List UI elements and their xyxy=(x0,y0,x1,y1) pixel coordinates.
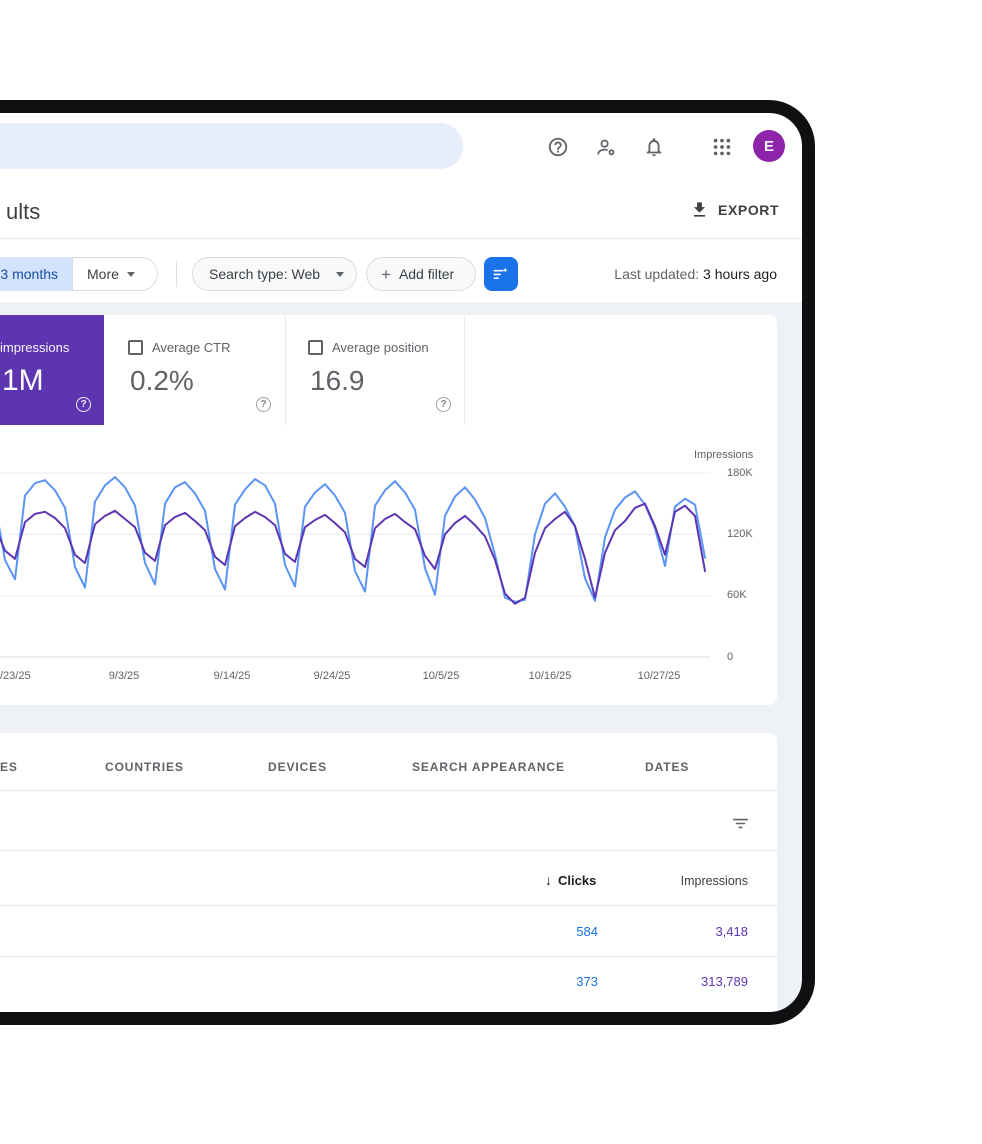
filter-settings-button[interactable] xyxy=(484,257,518,291)
search-input[interactable] xyxy=(0,123,463,169)
manage-accounts-icon[interactable] xyxy=(594,135,618,159)
position-value: 16.9 xyxy=(310,365,365,396)
tab-devices[interactable]: DEVICES xyxy=(268,760,327,774)
y-tick: 120K xyxy=(727,528,753,540)
apps-grid-icon xyxy=(713,138,731,156)
manage-accounts-icon xyxy=(596,139,615,155)
export-button[interactable]: EXPORT xyxy=(690,200,779,219)
chip-separator xyxy=(176,261,177,287)
add-filter-chip[interactable]: + Add filter xyxy=(366,257,476,291)
tab-search-appearance[interactable]: SEARCH APPEARANCE xyxy=(412,760,565,774)
x-tick: 9/14/25 xyxy=(213,670,251,682)
clicks-column-label: Clicks xyxy=(558,872,597,888)
tile-divider xyxy=(464,315,465,425)
tile-divider xyxy=(285,315,286,425)
ctr-value: 0.2% xyxy=(130,365,194,396)
table-filter-button[interactable] xyxy=(729,812,751,834)
table-row[interactable]: 584 3,418 xyxy=(0,905,777,956)
sort-arrow-icon: ↓ xyxy=(545,872,552,888)
impressions-cell: 313,789 xyxy=(701,974,748,989)
export-label: EXPORT xyxy=(718,201,780,218)
ctr-checkbox[interactable] xyxy=(128,340,143,355)
date-range-chip[interactable]: 3 months xyxy=(0,257,72,291)
table-divider xyxy=(0,956,777,957)
download-icon xyxy=(693,202,706,217)
chevron-down-icon xyxy=(126,271,135,277)
x-tick: /23/25 xyxy=(0,670,31,682)
y-tick: 180K xyxy=(727,467,753,479)
filter-list-icon xyxy=(732,818,748,828)
tab-dates[interactable]: DATES xyxy=(645,760,690,774)
tab-pages[interactable]: ES xyxy=(0,760,18,774)
table-divider xyxy=(0,790,777,791)
help-icon[interactable]: ? xyxy=(436,397,451,412)
filter-sparkle-icon xyxy=(493,267,508,279)
ctr-header: Average CTR xyxy=(128,340,231,355)
x-tick: 10/5/25 xyxy=(422,670,460,682)
search-type-chip[interactable]: Search type: Web xyxy=(192,257,357,291)
x-tick: 9/24/25 xyxy=(313,670,351,682)
table-divider xyxy=(0,905,777,906)
y-axis-label: Impressions xyxy=(694,449,754,461)
bell-icon xyxy=(646,138,662,157)
search-type-chip-label: Search type: Web xyxy=(209,266,321,282)
apps-grid-icon[interactable] xyxy=(710,135,734,159)
table-row[interactable]: 373 313,789 xyxy=(0,956,777,1007)
more-chip[interactable]: More xyxy=(72,257,158,291)
x-tick: 10/27/25 xyxy=(637,670,681,682)
add-filter-label: Add filter xyxy=(398,266,455,282)
last-updated-value: 3 hours ago xyxy=(703,266,777,282)
clicks-cell: 373 xyxy=(576,974,598,989)
y-tick: 0 xyxy=(727,651,734,663)
position-checkbox[interactable] xyxy=(308,340,323,355)
dimensions-card xyxy=(0,733,777,1012)
app-viewport: E ults EXPORT 3 months More Search xyxy=(0,113,802,1012)
impressions-value: 1M xyxy=(2,364,44,397)
last-updated-label: Last updated: xyxy=(614,266,700,282)
y-tick: 60K xyxy=(727,589,747,601)
x-tick: 10/16/25 xyxy=(528,670,572,682)
help-icon[interactable]: ? xyxy=(256,397,271,412)
tab-countries[interactable]: COUNTRIES xyxy=(105,760,184,774)
plus-icon: + xyxy=(381,264,391,284)
ctr-label: Average CTR xyxy=(152,340,231,355)
device-screen: E ults EXPORT 3 months More Search xyxy=(0,113,802,1012)
impressions-column-header[interactable]: Impressions xyxy=(680,874,748,888)
avatar[interactable]: E xyxy=(753,130,785,162)
clicks-column-header[interactable]: ↓ Clicks xyxy=(545,872,596,888)
more-chip-label: More xyxy=(87,266,119,282)
last-updated: Last updated: 3 hours ago xyxy=(614,266,777,282)
help-icon[interactable] xyxy=(546,135,570,159)
impressions-cell: 3,418 xyxy=(715,924,748,939)
date-range-chip-label: 3 months xyxy=(0,266,58,282)
clicks-cell: 584 xyxy=(576,924,598,939)
page-title: ults xyxy=(6,199,41,224)
position-label: Average position xyxy=(332,340,429,355)
chevron-down-icon xyxy=(336,271,344,277)
impressions-chart[interactable] xyxy=(0,450,725,680)
help-icon[interactable]: ? xyxy=(76,397,91,412)
header-divider xyxy=(0,238,802,239)
impressions-label: impressions xyxy=(0,340,70,355)
position-header: Average position xyxy=(308,340,429,355)
table-divider xyxy=(0,850,777,851)
notifications-icon[interactable] xyxy=(642,135,666,159)
x-tick: 9/3/25 xyxy=(108,670,140,682)
help-icon xyxy=(548,137,568,157)
avatar-letter: E xyxy=(763,137,774,155)
